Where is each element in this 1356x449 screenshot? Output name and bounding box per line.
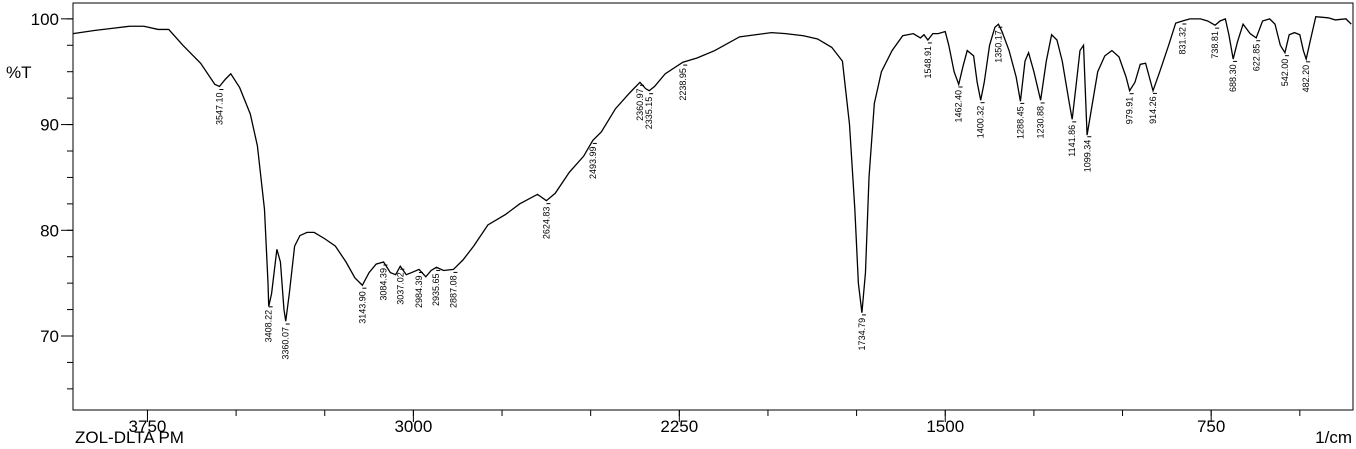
y-tick-label: 100 <box>31 10 59 29</box>
y-tick-label: 80 <box>40 221 59 240</box>
x-axis-label: 1/cm <box>1315 428 1352 447</box>
peak-label: 1462.40 <box>954 90 964 123</box>
y-tick-label: 70 <box>40 327 59 346</box>
footer-left: ZOL-DLTA PM <box>75 428 184 447</box>
peak-label: 738.81 <box>1210 31 1220 59</box>
peak-label: 542.00 <box>1280 59 1290 87</box>
peak-label: 2493.99 <box>588 146 598 179</box>
peak-label: 3547.10 <box>214 92 224 125</box>
peak-label: 979.91 <box>1125 97 1135 125</box>
peak-label: 2935.65 <box>431 273 441 306</box>
peak-label: 1230.88 <box>1036 106 1046 139</box>
x-tick-label: 3000 <box>394 417 432 436</box>
plot-frame <box>72 2 1354 411</box>
peak-label: 1400.32 <box>976 106 986 139</box>
peak-label: 622.85 <box>1251 44 1261 72</box>
peak-label: 1288.45 <box>1015 106 1025 139</box>
peak-label: 2624.83 <box>541 207 551 240</box>
x-tick-label: 3750 <box>129 417 167 436</box>
peak-label: 2360.97 <box>635 88 645 121</box>
peak-label: 1141.86 <box>1067 125 1077 157</box>
peak-label: 2335.15 <box>644 97 654 130</box>
peak-label: 482.20 <box>1301 65 1311 93</box>
y-tick-label: 90 <box>40 116 59 135</box>
peak-label: 2238.95 <box>678 68 688 101</box>
peak-label: 3084.39 <box>378 268 388 301</box>
y-axis-label: %T <box>6 63 32 82</box>
peak-label: 1548.91 <box>923 46 933 79</box>
peak-label: 1099.34 <box>1082 140 1092 173</box>
x-tick-label: 2250 <box>660 417 698 436</box>
x-tick-label: 750 <box>1197 417 1225 436</box>
peak-label: 3408.22 <box>264 310 274 343</box>
peak-label: 688.30 <box>1228 64 1238 92</box>
peak-label: 3360.07 <box>281 327 291 360</box>
peak-label: 914.26 <box>1148 96 1158 124</box>
peak-label: 831.32 <box>1177 27 1187 55</box>
peak-label: 2984.39 <box>414 275 424 308</box>
x-tick-label: 1500 <box>926 417 964 436</box>
peak-label: 3037.02 <box>395 272 405 305</box>
peak-label: 3143.90 <box>357 291 367 324</box>
spectrum-line <box>72 16 1352 322</box>
peak-label: 2887.08 <box>448 275 458 308</box>
peak-label: 1734.79 <box>857 318 867 351</box>
peak-label: 1350.17 <box>993 30 1003 63</box>
